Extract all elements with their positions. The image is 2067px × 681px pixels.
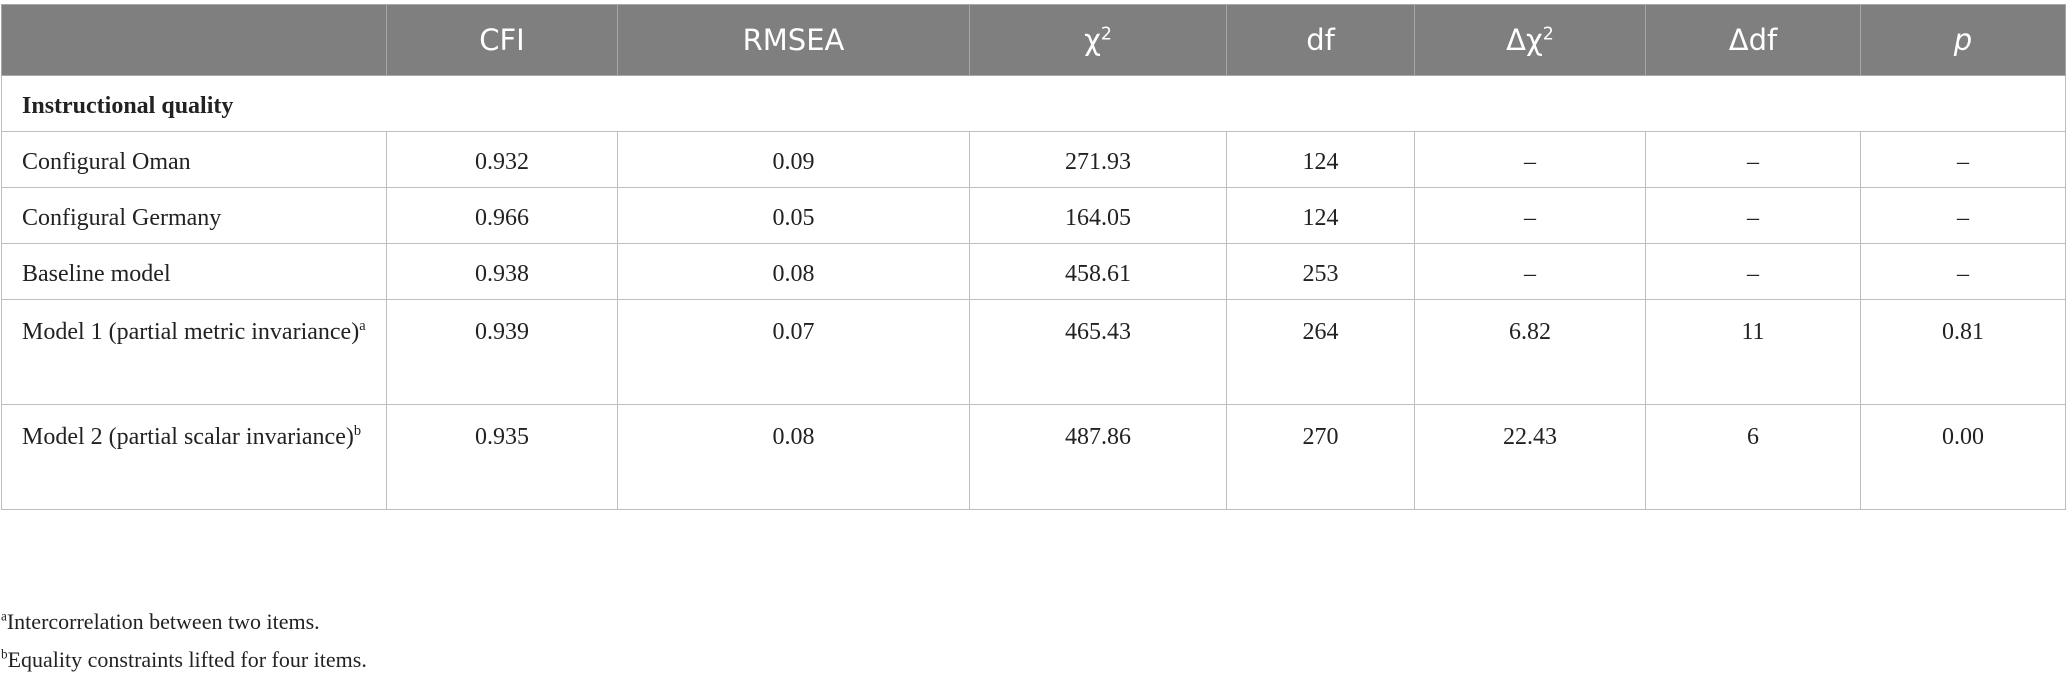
fit-table: CFI RMSEA χ2 df Δχ2 Δdf p Instructional qualit… (1, 4, 2066, 510)
header-cell: RMSEA (617, 4, 970, 76)
footnote: bEquality constraints lifted for four it… (1, 641, 367, 679)
table-cell: 6.82 (1414, 299, 1646, 405)
table-cell: – (1860, 131, 2066, 188)
table-cell: 0.08 (617, 243, 970, 300)
section-row: Instructional quality (1, 75, 2066, 132)
footnote-text: Equality constraints lifted for four ite… (7, 647, 367, 672)
table-cell: 22.43 (1414, 404, 1646, 510)
table-row: Model 1 (partial metric invariance)a 0.93… (1, 299, 2066, 405)
footnote-mark: a (1, 608, 7, 624)
row-label-text: Configural Germany (22, 205, 222, 231)
footnote-mark: b (1, 646, 8, 662)
header-text: df (1306, 23, 1335, 57)
table-row: Configural Germany 0.966 0.05 164.05 124– – – (1, 187, 2066, 244)
table-cell: 0.938 (386, 243, 618, 300)
row-label-sup: b (353, 423, 362, 439)
table-cell: 465.43 (969, 299, 1227, 405)
header-cell: χ2 (969, 4, 1227, 76)
row-label-text: Model 2 (partial scalar invariance) (22, 424, 354, 450)
table-cell: – (1414, 131, 1646, 188)
table-cell: – (1414, 187, 1646, 244)
table-cell: 271.93 (969, 131, 1227, 188)
table-cell: 458.61 (969, 243, 1227, 300)
table-row: Model 2 (partial scalar invariance)b 0.93… (1, 404, 2066, 510)
footnote-text: Intercorrelation between two items. (6, 609, 320, 634)
header-text: RMSEA (742, 23, 845, 57)
table-row: Baseline model 0.938 0.08 458.61 253– – – (1, 243, 2066, 300)
table-cell: – (1414, 243, 1646, 300)
table-cell: 253 (1226, 243, 1415, 300)
table-cell: 270 (1226, 404, 1415, 510)
row-label-text: Baseline model (22, 261, 171, 287)
table-cell: 124 (1226, 187, 1415, 244)
row-label: Model 2 (partial scalar invariance)b (1, 404, 387, 510)
header-cell: CFI (386, 4, 618, 76)
header-sup: 2 (1100, 24, 1112, 45)
footnote: aIntercorrelation between two items. (1, 603, 367, 641)
table-cell: 0.05 (617, 187, 970, 244)
row-label-text: Model 1 (partial metric invariance) (22, 319, 360, 345)
table-cell: – (1645, 243, 1861, 300)
header-cell (1, 4, 387, 76)
table-cell: 11 (1645, 299, 1861, 405)
table-cell: 487.86 (969, 404, 1227, 510)
header-text: Δdf (1728, 23, 1778, 57)
section-label: Instructional quality (1, 75, 2066, 132)
header-text: CFI (479, 23, 525, 57)
header-row: CFI RMSEA χ2 df Δχ2 Δdf p (1, 4, 2066, 76)
row-label-text: Configural Oman (22, 149, 191, 175)
table-body: Instructional quality Configural Oman 0.9… (1, 75, 2066, 510)
table-cell: – (1645, 187, 1861, 244)
table-cell: 0.81 (1860, 299, 2066, 405)
header-sup: 2 (1542, 24, 1554, 45)
table-cell: 0.932 (386, 131, 618, 188)
row-label: Configural Germany (1, 187, 387, 244)
header-cell: df (1226, 4, 1415, 76)
row-label: Configural Oman (1, 131, 387, 188)
table-cell: 164.05 (969, 187, 1227, 244)
table-cell: 6 (1645, 404, 1861, 510)
row-label: Model 1 (partial metric invariance)a (1, 299, 387, 405)
table-row: Configural Oman 0.932 0.09 271.93 124– – – (1, 131, 2066, 188)
header-cell: Δχ2 (1414, 4, 1646, 76)
header-cell: Δdf (1645, 4, 1861, 76)
row-label: Baseline model (1, 243, 387, 300)
table-cell: – (1860, 187, 2066, 244)
table-cell: 0.07 (617, 299, 970, 405)
table-cell: – (1645, 131, 1861, 188)
header-text: p (1953, 23, 1973, 57)
header-text: χ (1084, 23, 1101, 57)
table-cell: 124 (1226, 131, 1415, 188)
table-cell: 0.935 (386, 404, 618, 510)
footnotes: aIntercorrelation between two items. bEqu… (1, 603, 367, 679)
table-cell: 0.09 (617, 131, 970, 188)
table-cell: 0.08 (617, 404, 970, 510)
header-text: Δχ (1506, 23, 1543, 57)
table-cell: 0.966 (386, 187, 618, 244)
table-cell: 0.939 (386, 299, 618, 405)
header-cell: p (1860, 4, 2066, 76)
table-cell: – (1860, 243, 2066, 300)
table-cell: 264 (1226, 299, 1415, 405)
table-cell: 0.00 (1860, 404, 2066, 510)
row-label-sup: a (359, 318, 366, 334)
